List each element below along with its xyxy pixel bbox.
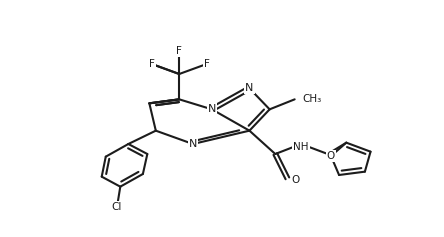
- Text: NH: NH: [293, 142, 309, 152]
- Text: CH₃: CH₃: [303, 94, 322, 104]
- Text: Cl: Cl: [112, 202, 122, 212]
- Text: O: O: [291, 175, 300, 185]
- Text: F: F: [149, 59, 155, 69]
- Text: N: N: [245, 83, 254, 93]
- Text: F: F: [204, 59, 210, 69]
- Text: O: O: [327, 151, 335, 161]
- Text: F: F: [176, 46, 182, 56]
- Text: N: N: [208, 104, 216, 114]
- Text: N: N: [189, 139, 197, 149]
